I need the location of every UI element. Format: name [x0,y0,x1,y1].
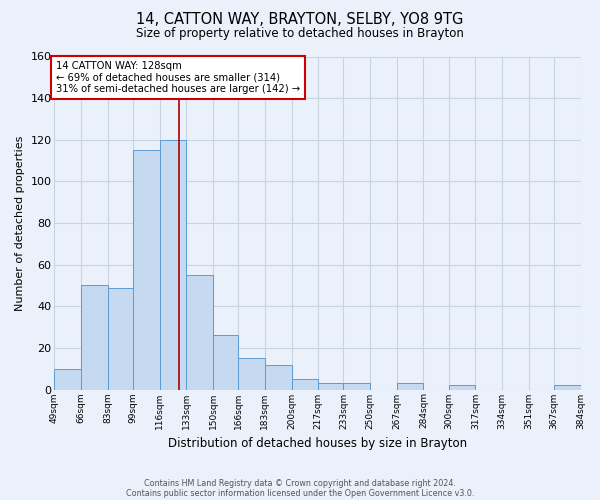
Bar [343,384,370,390]
Bar [292,379,318,390]
Text: Contains public sector information licensed under the Open Government Licence v3: Contains public sector information licen… [126,488,474,498]
Bar [213,336,238,390]
Bar [318,384,343,390]
Bar [554,386,581,390]
Bar [81,286,108,390]
X-axis label: Distribution of detached houses by size in Brayton: Distribution of detached houses by size … [168,437,467,450]
Y-axis label: Number of detached properties: Number of detached properties [15,136,25,310]
Text: 14, CATTON WAY, BRAYTON, SELBY, YO8 9TG: 14, CATTON WAY, BRAYTON, SELBY, YO8 9TG [136,12,464,28]
Bar [55,368,81,390]
Bar [108,288,133,390]
Bar [133,150,160,390]
Bar [449,386,475,390]
Text: Size of property relative to detached houses in Brayton: Size of property relative to detached ho… [136,28,464,40]
Text: Contains HM Land Registry data © Crown copyright and database right 2024.: Contains HM Land Registry data © Crown c… [144,478,456,488]
Bar [187,275,213,390]
Bar [397,384,424,390]
Bar [265,364,292,390]
Bar [160,140,187,390]
Text: 14 CATTON WAY: 128sqm
← 69% of detached houses are smaller (314)
31% of semi-det: 14 CATTON WAY: 128sqm ← 69% of detached … [56,60,300,94]
Bar [238,358,265,390]
